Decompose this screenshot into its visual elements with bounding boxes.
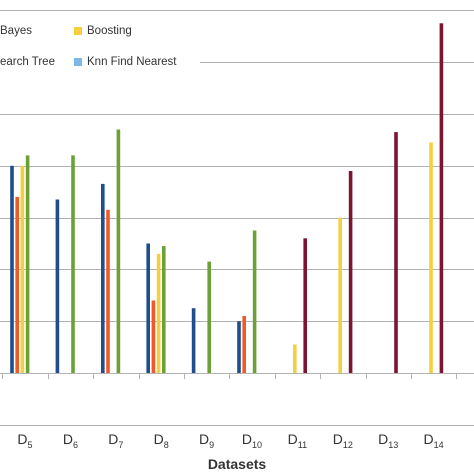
x-tick-label: D6	[63, 431, 78, 450]
legend-label: earch Tree	[0, 56, 55, 68]
legend-swatch	[74, 58, 82, 66]
x-tick-label: D11	[288, 431, 307, 450]
x-tick-label: D10	[242, 431, 262, 450]
bar	[439, 23, 444, 374]
bar	[106, 209, 110, 373]
bars	[10, 23, 444, 374]
x-tick-label: D9	[199, 431, 214, 450]
bar	[394, 132, 398, 373]
x-tick-label: D8	[154, 431, 169, 450]
bar	[242, 316, 246, 373]
x-tick-label: D7	[108, 431, 123, 450]
bar	[293, 344, 297, 373]
legend-label: Bayes	[0, 25, 32, 37]
bar	[10, 165, 14, 373]
bar	[162, 246, 166, 373]
bar	[15, 196, 19, 373]
bar	[55, 199, 60, 373]
bar	[338, 217, 342, 373]
bar	[207, 261, 211, 373]
bar	[191, 308, 196, 373]
x-axis-label: Datasets	[207, 456, 267, 472]
bar	[151, 300, 156, 373]
bar	[303, 238, 307, 373]
bar	[237, 321, 241, 373]
bar	[101, 183, 105, 373]
bar	[429, 142, 433, 373]
bar	[71, 155, 75, 373]
legend-label: Knn Find Nearest	[87, 56, 177, 68]
x-tick-label: D13	[378, 431, 398, 450]
bar	[116, 129, 121, 373]
x-tick-label: D12	[333, 431, 353, 450]
bar	[146, 243, 150, 373]
bar	[25, 155, 30, 373]
bar	[252, 230, 257, 373]
bar	[156, 253, 161, 373]
bar	[348, 171, 353, 373]
x-tick-label: D14	[424, 431, 444, 450]
x-axis-ticks: D5D6D7D8D9D10D11D12D13D14D	[2, 373, 474, 450]
bar	[20, 165, 25, 373]
legend-swatch	[74, 27, 82, 35]
legend-label: Boosting	[87, 25, 132, 37]
x-tick-label: D5	[17, 431, 32, 450]
legend: Bayes Boosting earch Tree Knn Find Neare…	[0, 18, 200, 80]
